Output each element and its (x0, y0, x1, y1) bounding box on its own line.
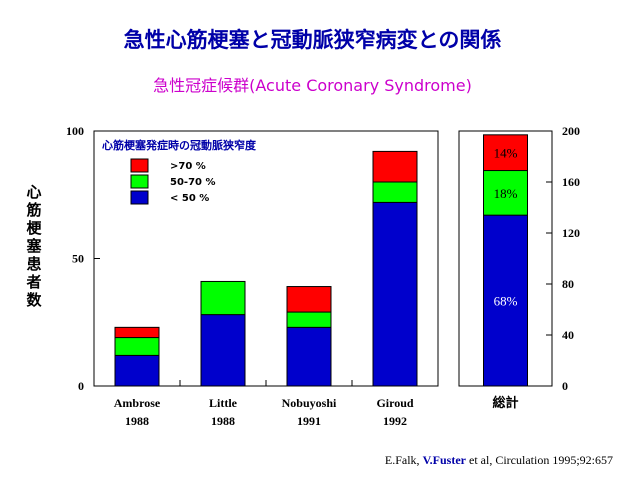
bar-segment (200, 280, 246, 316)
total-bar-segment (483, 170, 528, 216)
bar-segment (114, 326, 160, 339)
y-axis-label-char: 筋 (25, 201, 41, 219)
x-category-label: Nobuyoshi (282, 396, 337, 410)
legend-swatch (130, 190, 149, 205)
y-axis-label-char: 梗 (26, 219, 42, 237)
legend-label: 50-70 % (170, 177, 215, 188)
labels: 68% 18% 14% (494, 146, 518, 309)
x-category-label: Little (209, 396, 238, 410)
legend-swatch (130, 158, 149, 173)
x-category-year: 1988 (211, 414, 235, 428)
bar-segment (286, 286, 332, 313)
y2-tick-label: 40 (562, 328, 574, 342)
y2-tick-label: 200 (562, 124, 580, 138)
x-category-year: 1991 (297, 414, 321, 428)
y-axis-label-char: 塞 (26, 237, 42, 255)
y-axis-label-char: 者 (26, 273, 41, 291)
total-category-label: 総計 (492, 395, 518, 411)
citation-author: V.Fuster (422, 453, 467, 467)
citation: E.Falk, V.Fuster et al, Circulation 1995… (385, 453, 613, 468)
citation-post: et al, Circulation 1995;92:657 (466, 453, 613, 467)
x-category-year: 1988 (125, 414, 149, 428)
bar-segment (372, 150, 418, 183)
y-tick-label: 50 (72, 252, 84, 266)
bar-segment (372, 201, 418, 387)
legend-title: 心筋梗塞発症時の冠動脈狭窄度 (102, 138, 257, 152)
y-axis-label-char: 数 (26, 291, 42, 309)
legend-label: >70 % (170, 161, 206, 172)
citation-pre: E.Falk, (384, 453, 423, 467)
chart-subtitle: 急性冠症候群(Acute Coronary Syndrome) (153, 76, 472, 95)
total-percent-label: 14% (494, 146, 518, 161)
x-category-year: 1992 (383, 414, 407, 428)
y-axis-label-char: 患 (26, 255, 41, 273)
y2-tick-label: 80 (562, 277, 574, 291)
bar-segment (372, 181, 418, 203)
y2-tick-label: 120 (562, 226, 580, 240)
total-bar-segment (483, 214, 528, 387)
y2-tick-label: 160 (562, 175, 580, 189)
total-bar-segment (483, 134, 528, 172)
bar-segment (114, 354, 160, 387)
y-axis-label-char: 心 (26, 183, 41, 201)
bar-segment (200, 314, 246, 387)
bars (114, 134, 528, 387)
y-tick-label: 0 (78, 379, 84, 393)
legend-swatch (130, 174, 149, 189)
legend-label: < 50 % (170, 193, 209, 204)
bar-segment (114, 337, 160, 356)
total-percent-label: 68% (494, 294, 518, 309)
bar-segment (286, 311, 332, 328)
legend: 心筋梗塞発症時の冠動脈狭窄度 >70 % 50-70 % < 50 % (102, 138, 257, 205)
y-tick-label: 100 (66, 124, 84, 138)
total-percent-label: 18% (494, 186, 518, 201)
bar-segment (286, 326, 332, 387)
y2-tick-label: 0 (562, 379, 568, 393)
x-category-label: Ambrose (114, 396, 161, 410)
x-category-label: Giroud (376, 396, 413, 410)
chart-title: 急性心筋梗塞と冠動脈狭窄病変との関係 (123, 28, 502, 52)
